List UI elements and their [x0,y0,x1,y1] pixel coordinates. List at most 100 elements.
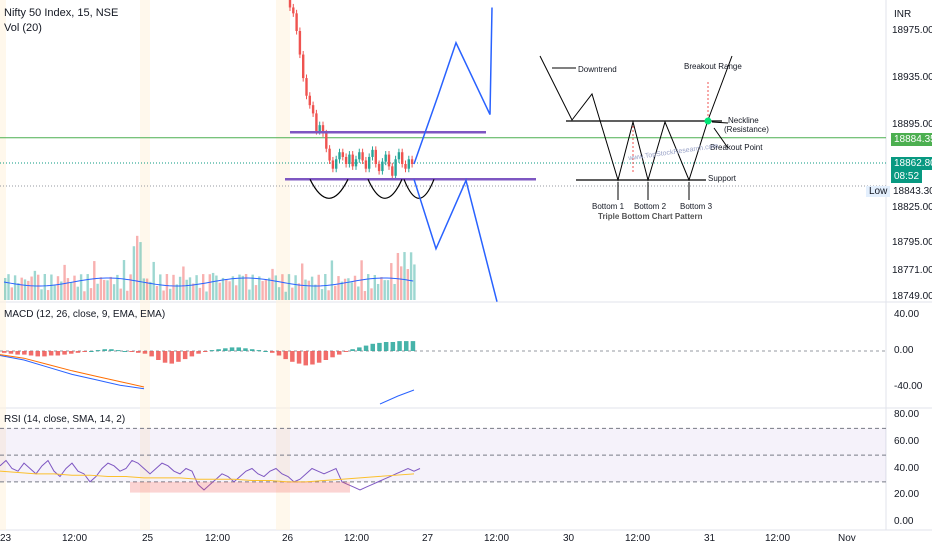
volume-bar [195,275,198,300]
volume-bar [83,291,86,300]
session-band-1 [140,0,150,530]
volume-bar [175,284,178,300]
volume-bar [106,280,109,300]
macd-histogram-bar [357,347,362,351]
candle-body [315,113,318,132]
volume-bar [205,291,208,300]
volume-bar [363,291,367,300]
symbol-title: Nifty 50 Index, 15, NSE [4,7,119,19]
macd-histogram-bar [290,351,295,362]
macd-histogram-bar [256,350,262,352]
candle-body [321,125,325,134]
volume-bar [304,279,307,300]
macd-histogram-bar [283,351,288,360]
rsi-tick-label: 20.00 [894,489,920,501]
volume-bar [409,252,413,300]
macd-histogram-bar [229,347,235,351]
macd-histogram-bar [343,351,349,352]
rsi-tick-label: 40.00 [894,462,920,474]
volume-bar [386,280,390,300]
macd-histogram-bar [2,351,7,353]
volume-bar [396,252,400,300]
candle-body [292,7,295,14]
volume-bar [241,275,244,300]
volume-bar [119,288,122,300]
diagram-neckline-pointer [711,121,729,124]
time-tick-label: 12:00 [765,533,791,544]
volume-ma-line [3,277,414,287]
macd-histogram-bar [276,351,282,356]
volume-bar [314,284,317,300]
volume-bar [76,286,79,300]
volume-bar [228,281,231,300]
candle-body [401,152,404,164]
time-tick-label: 31 [704,533,716,544]
volume-bar [139,242,142,300]
volume-bar [86,274,89,300]
volume-bar [284,291,287,300]
macd-histogram-bar [303,351,308,366]
price-tick-label: 18935.00 [892,72,932,84]
volume-bar [10,287,13,300]
volume-bar [37,274,40,300]
macd-histogram-bar [330,351,335,358]
candle-body [387,154,391,167]
volume-bar [340,281,343,300]
volume-bar [178,276,182,300]
macd-line [0,355,145,390]
macd-histogram-bar [136,351,141,353]
candle-body [311,105,315,114]
volume-bar [93,261,96,300]
volume-bar [287,274,291,300]
macd-line-tail [379,389,415,405]
macd-histogram-bar [176,351,181,362]
volume-bar [142,278,145,300]
candle-body [318,125,321,132]
candle-body [358,152,361,160]
volume-bar [17,283,20,300]
volume-bar [301,263,304,300]
volume-bar [248,289,251,300]
volume-bar [40,289,43,300]
macd-histogram-bar [410,341,416,351]
volume-bar [56,276,60,300]
volume-bar [380,277,383,300]
macd-histogram-bar [109,349,114,351]
candle-body [335,159,338,169]
volume-bar [353,275,357,300]
volume-bar [169,288,172,300]
diagram-bottom3-label: Bottom 3 [680,202,713,211]
volume-bar [66,278,70,300]
volume-bar [182,266,185,300]
volume-bar [211,272,215,300]
diagram-pattern-line [539,55,733,182]
macd-histogram-bar [404,341,409,351]
volume-bar [162,290,165,300]
macd-histogram-bar [48,351,54,356]
candle-body [341,152,344,157]
macd-histogram-bar [337,351,342,355]
volume-bar [13,275,17,300]
volume-bar [334,285,337,300]
macd-histogram-bar [15,351,20,355]
volume-bar [350,282,353,300]
volume-bar [324,274,327,300]
macd-histogram-bar [296,351,302,364]
rsi-tick-label: 60.00 [894,435,920,447]
volume-bar [165,274,169,300]
price-tick-label: 18749.00 [892,291,932,302]
macd-histogram-bar [397,341,402,351]
candle-body [344,156,348,164]
volume-bar [60,281,63,300]
volume-bar [274,275,277,300]
diagram-support-label: Support [708,174,737,183]
volume-bar [23,279,27,300]
price-tick-label: 18825.00 [892,201,932,213]
macd-histogram-bar [42,351,47,357]
macd-histogram-bar [189,351,195,357]
macd-histogram-bar [75,351,81,353]
volume-bar [89,288,93,300]
rsi-title: RSI (14, close, SMA, 14, 2) [4,414,126,425]
